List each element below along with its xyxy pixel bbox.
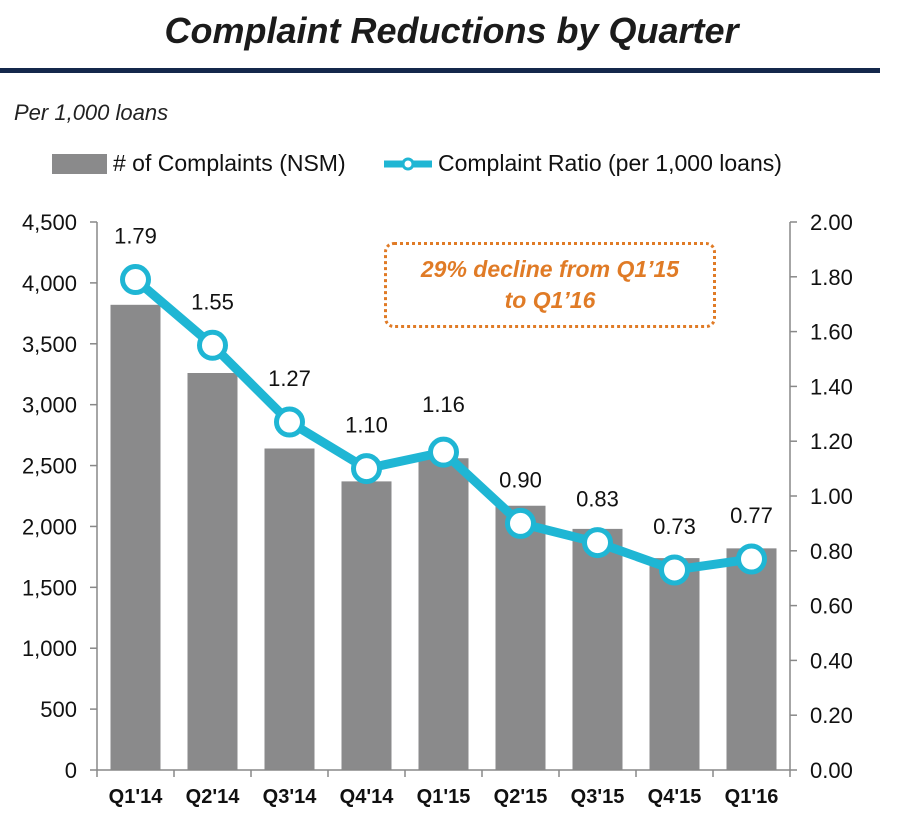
- bar-Q4'15: [649, 558, 700, 770]
- bar-Q1'16: [726, 548, 777, 770]
- ratio-point-Q1'14: [120, 264, 151, 296]
- y-left-tick-label: 2,000: [22, 514, 77, 539]
- y-left-tick-label: 500: [40, 697, 77, 722]
- ratio-data-label-Q4'15: 0.73: [653, 514, 696, 539]
- ratio-data-label-Q3'14: 1.27: [268, 366, 311, 391]
- ratio-point-Q3'14: [274, 406, 305, 438]
- title-divider: [0, 68, 880, 73]
- y-right-tick-label: 1.60: [810, 320, 853, 345]
- ratio-data-label-Q1'16: 0.77: [730, 503, 773, 528]
- decline-callout: 29% decline from Q1’15 to Q1’16: [384, 242, 716, 328]
- legend-label-complaints: # of Complaints (NSM): [113, 150, 346, 176]
- y-right-tick-label: 0.20: [810, 703, 853, 728]
- y-left-tick-label: 2,500: [22, 454, 77, 479]
- bar-Q3'15: [572, 528, 623, 770]
- y-right-tick-label: 1.40: [810, 374, 853, 399]
- x-tick-label-Q2'14: Q2'14: [186, 786, 241, 808]
- x-tick-label-Q4'14: Q4'14: [340, 786, 395, 808]
- ratio-point-Q4'14: [351, 453, 382, 485]
- legend-item-complaints: # of Complaints (NSM): [52, 150, 346, 177]
- legend-swatch-bar: [52, 153, 107, 174]
- y-left-tick-label: 0: [65, 758, 77, 783]
- chart-title: Complaint Reductions by Quarter: [164, 10, 739, 51]
- bar-Q3'14: [264, 448, 315, 770]
- y-right-tick-label: 0.80: [810, 539, 853, 564]
- y-left-tick-label: 4,500: [22, 210, 77, 235]
- legend-swatch-line: [384, 157, 432, 170]
- x-tick-label-Q3'14: Q3'14: [263, 786, 318, 808]
- x-tick-label-Q1'14: Q1'14: [109, 786, 164, 808]
- bar-Q1'14: [110, 304, 161, 770]
- ratio-data-label-Q2'15: 0.90: [499, 467, 542, 492]
- x-tick-label-Q1'16: Q1'16: [725, 786, 779, 808]
- y-right-tick-label: 2.00: [810, 210, 853, 235]
- y-left-tick-label: 1,500: [22, 575, 77, 600]
- x-tick-label-Q2'15: Q2'15: [494, 786, 548, 808]
- y-left-tick-label: 4,000: [22, 271, 77, 296]
- y-right-tick-label: 0.60: [810, 594, 853, 619]
- y-right-tick-label: 1.20: [810, 429, 853, 454]
- chart-subtitle: Per 1,000 loans: [14, 100, 169, 125]
- y-left-tick-label: 3,500: [22, 332, 77, 357]
- legend-label-ratio: Complaint Ratio (per 1,000 loans): [438, 150, 782, 176]
- ratio-data-label-Q1'15: 1.16: [422, 392, 465, 417]
- ratio-data-label-Q4'14: 1.10: [345, 413, 388, 438]
- ratio-point-Q4'15: [659, 554, 690, 586]
- bar-Q2'14: [187, 373, 238, 770]
- x-tick-label-Q3'15: Q3'15: [571, 786, 625, 808]
- ratio-point-Q2'14: [197, 329, 228, 361]
- y-right-tick-label: 1.00: [810, 484, 853, 509]
- callout-line-2: to Q1’16: [504, 287, 596, 313]
- chart-legend: # of Complaints (NSM) Complaint Ratio (p…: [0, 150, 903, 184]
- ratio-point-Q1'16: [736, 543, 767, 575]
- y-right-tick-label: 0.00: [810, 758, 853, 783]
- ratio-data-label-Q3'15: 0.83: [576, 487, 619, 512]
- x-tick-label-Q1'15: Q1'15: [417, 786, 471, 808]
- x-tick-label-Q4'15: Q4'15: [648, 786, 702, 808]
- y-left-tick-label: 1,000: [22, 636, 77, 661]
- y-right-tick-label: 0.40: [810, 648, 853, 673]
- y-left-tick-label: 3,000: [22, 393, 77, 418]
- bar-Q2'15: [495, 505, 546, 770]
- callout-line-1: 29% decline from Q1’15: [420, 256, 680, 282]
- ratio-point-Q2'15: [505, 507, 536, 539]
- legend-item-ratio: Complaint Ratio (per 1,000 loans): [382, 150, 782, 177]
- y-right-tick-label: 1.80: [810, 265, 853, 290]
- ratio-point-Q1'15: [428, 436, 459, 468]
- ratio-point-Q3'15: [582, 527, 613, 559]
- bar-Q1'15: [418, 458, 469, 770]
- ratio-data-label-Q2'14: 1.55: [191, 289, 234, 314]
- bar-Q4'14: [341, 481, 392, 770]
- ratio-data-label-Q1'14: 1.79: [114, 224, 157, 249]
